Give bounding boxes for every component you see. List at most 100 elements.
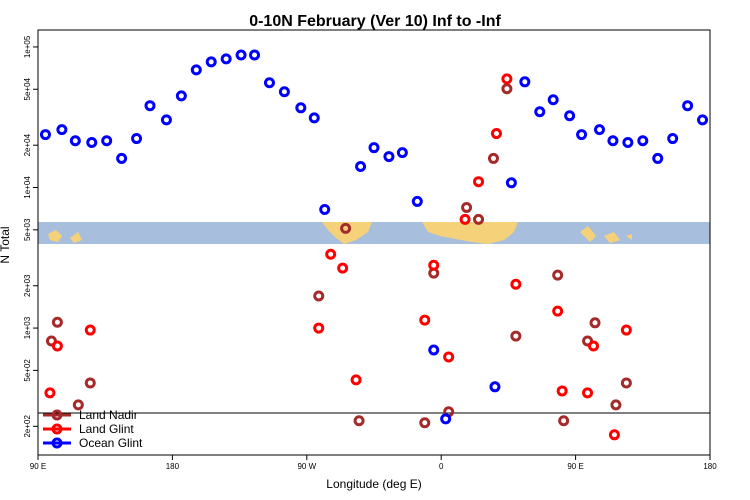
point (519, 76, 531, 88)
point (144, 100, 156, 112)
x-tick-label: 180 (166, 462, 180, 471)
y-tick-label: 5e+03 (23, 218, 32, 241)
legend-marker (51, 437, 63, 449)
legend-marker (51, 423, 63, 435)
point (56, 124, 68, 136)
point (190, 64, 202, 76)
ocean-band (38, 222, 710, 244)
point (428, 344, 440, 356)
x-tick-label: 180 (703, 462, 717, 471)
point (473, 176, 485, 188)
point (160, 114, 172, 126)
point (608, 429, 620, 441)
point (350, 374, 362, 386)
point (337, 262, 349, 274)
point (84, 324, 96, 336)
point (564, 110, 576, 122)
point (235, 49, 247, 61)
y-tick-label: 2e+02 (23, 415, 32, 438)
point (319, 203, 331, 215)
point (582, 387, 594, 399)
y-tick-label: 2e+04 (23, 133, 32, 156)
point (396, 147, 408, 159)
point (622, 137, 634, 149)
point (637, 135, 649, 147)
point (489, 381, 501, 393)
x-tick-label: 90 W (297, 462, 316, 471)
point (39, 129, 51, 141)
point (490, 128, 502, 140)
point (205, 56, 217, 68)
point (340, 222, 352, 234)
point (552, 305, 564, 317)
point (510, 278, 522, 290)
point (697, 114, 709, 126)
point (86, 137, 98, 149)
point (175, 90, 187, 102)
point (667, 133, 679, 145)
legend-label: Ocean Glint (79, 436, 143, 450)
point (131, 133, 143, 145)
point (51, 316, 63, 328)
map-strip (38, 222, 710, 244)
point (353, 415, 365, 427)
chart-title: 0-10N February (Ver 10) Inf to -Inf (249, 13, 501, 30)
point (419, 417, 431, 429)
y-tick-label: 2e+03 (23, 274, 32, 297)
point (505, 177, 517, 189)
point (355, 161, 367, 173)
legend-label: Land Glint (79, 422, 134, 436)
point (84, 377, 96, 389)
point (576, 129, 588, 141)
point (308, 112, 320, 124)
point (652, 152, 664, 164)
point (534, 106, 546, 118)
point (556, 385, 568, 397)
point (428, 259, 440, 271)
point (116, 152, 128, 164)
point (313, 290, 325, 302)
point (501, 83, 513, 95)
point (589, 317, 601, 329)
point (620, 377, 632, 389)
point (461, 201, 473, 213)
point (325, 248, 337, 260)
y-tick-label: 5e+04 (23, 77, 32, 100)
point (383, 151, 395, 163)
point (588, 340, 600, 352)
x-axis-label: Longitude (deg E) (326, 477, 421, 491)
land (422, 222, 518, 244)
point (51, 340, 63, 352)
point (295, 102, 307, 114)
land (48, 230, 82, 243)
point (263, 77, 275, 89)
x-tick-label: 0 (439, 462, 444, 471)
plot-frame (37, 29, 711, 456)
y-tick-label: 1e+04 (23, 176, 32, 199)
point (510, 330, 522, 342)
point (558, 415, 570, 427)
point (473, 213, 485, 225)
x-tick-label: 90 E (30, 462, 46, 471)
point (547, 94, 559, 106)
point (501, 73, 513, 85)
point (249, 49, 261, 61)
point (220, 53, 232, 65)
point (101, 135, 113, 147)
point (593, 124, 605, 136)
point (682, 100, 694, 112)
point (620, 324, 632, 336)
y-tick-label: 1e+05 (23, 35, 32, 58)
y-tick-label: 5e+02 (23, 359, 32, 382)
point (72, 399, 84, 411)
point (610, 399, 622, 411)
legend-label: Land Nadir (79, 408, 138, 422)
x-tick-label: 90 E (567, 462, 583, 471)
point (607, 135, 619, 147)
point (313, 322, 325, 334)
point (419, 314, 431, 326)
point (69, 135, 81, 147)
point (552, 269, 564, 281)
